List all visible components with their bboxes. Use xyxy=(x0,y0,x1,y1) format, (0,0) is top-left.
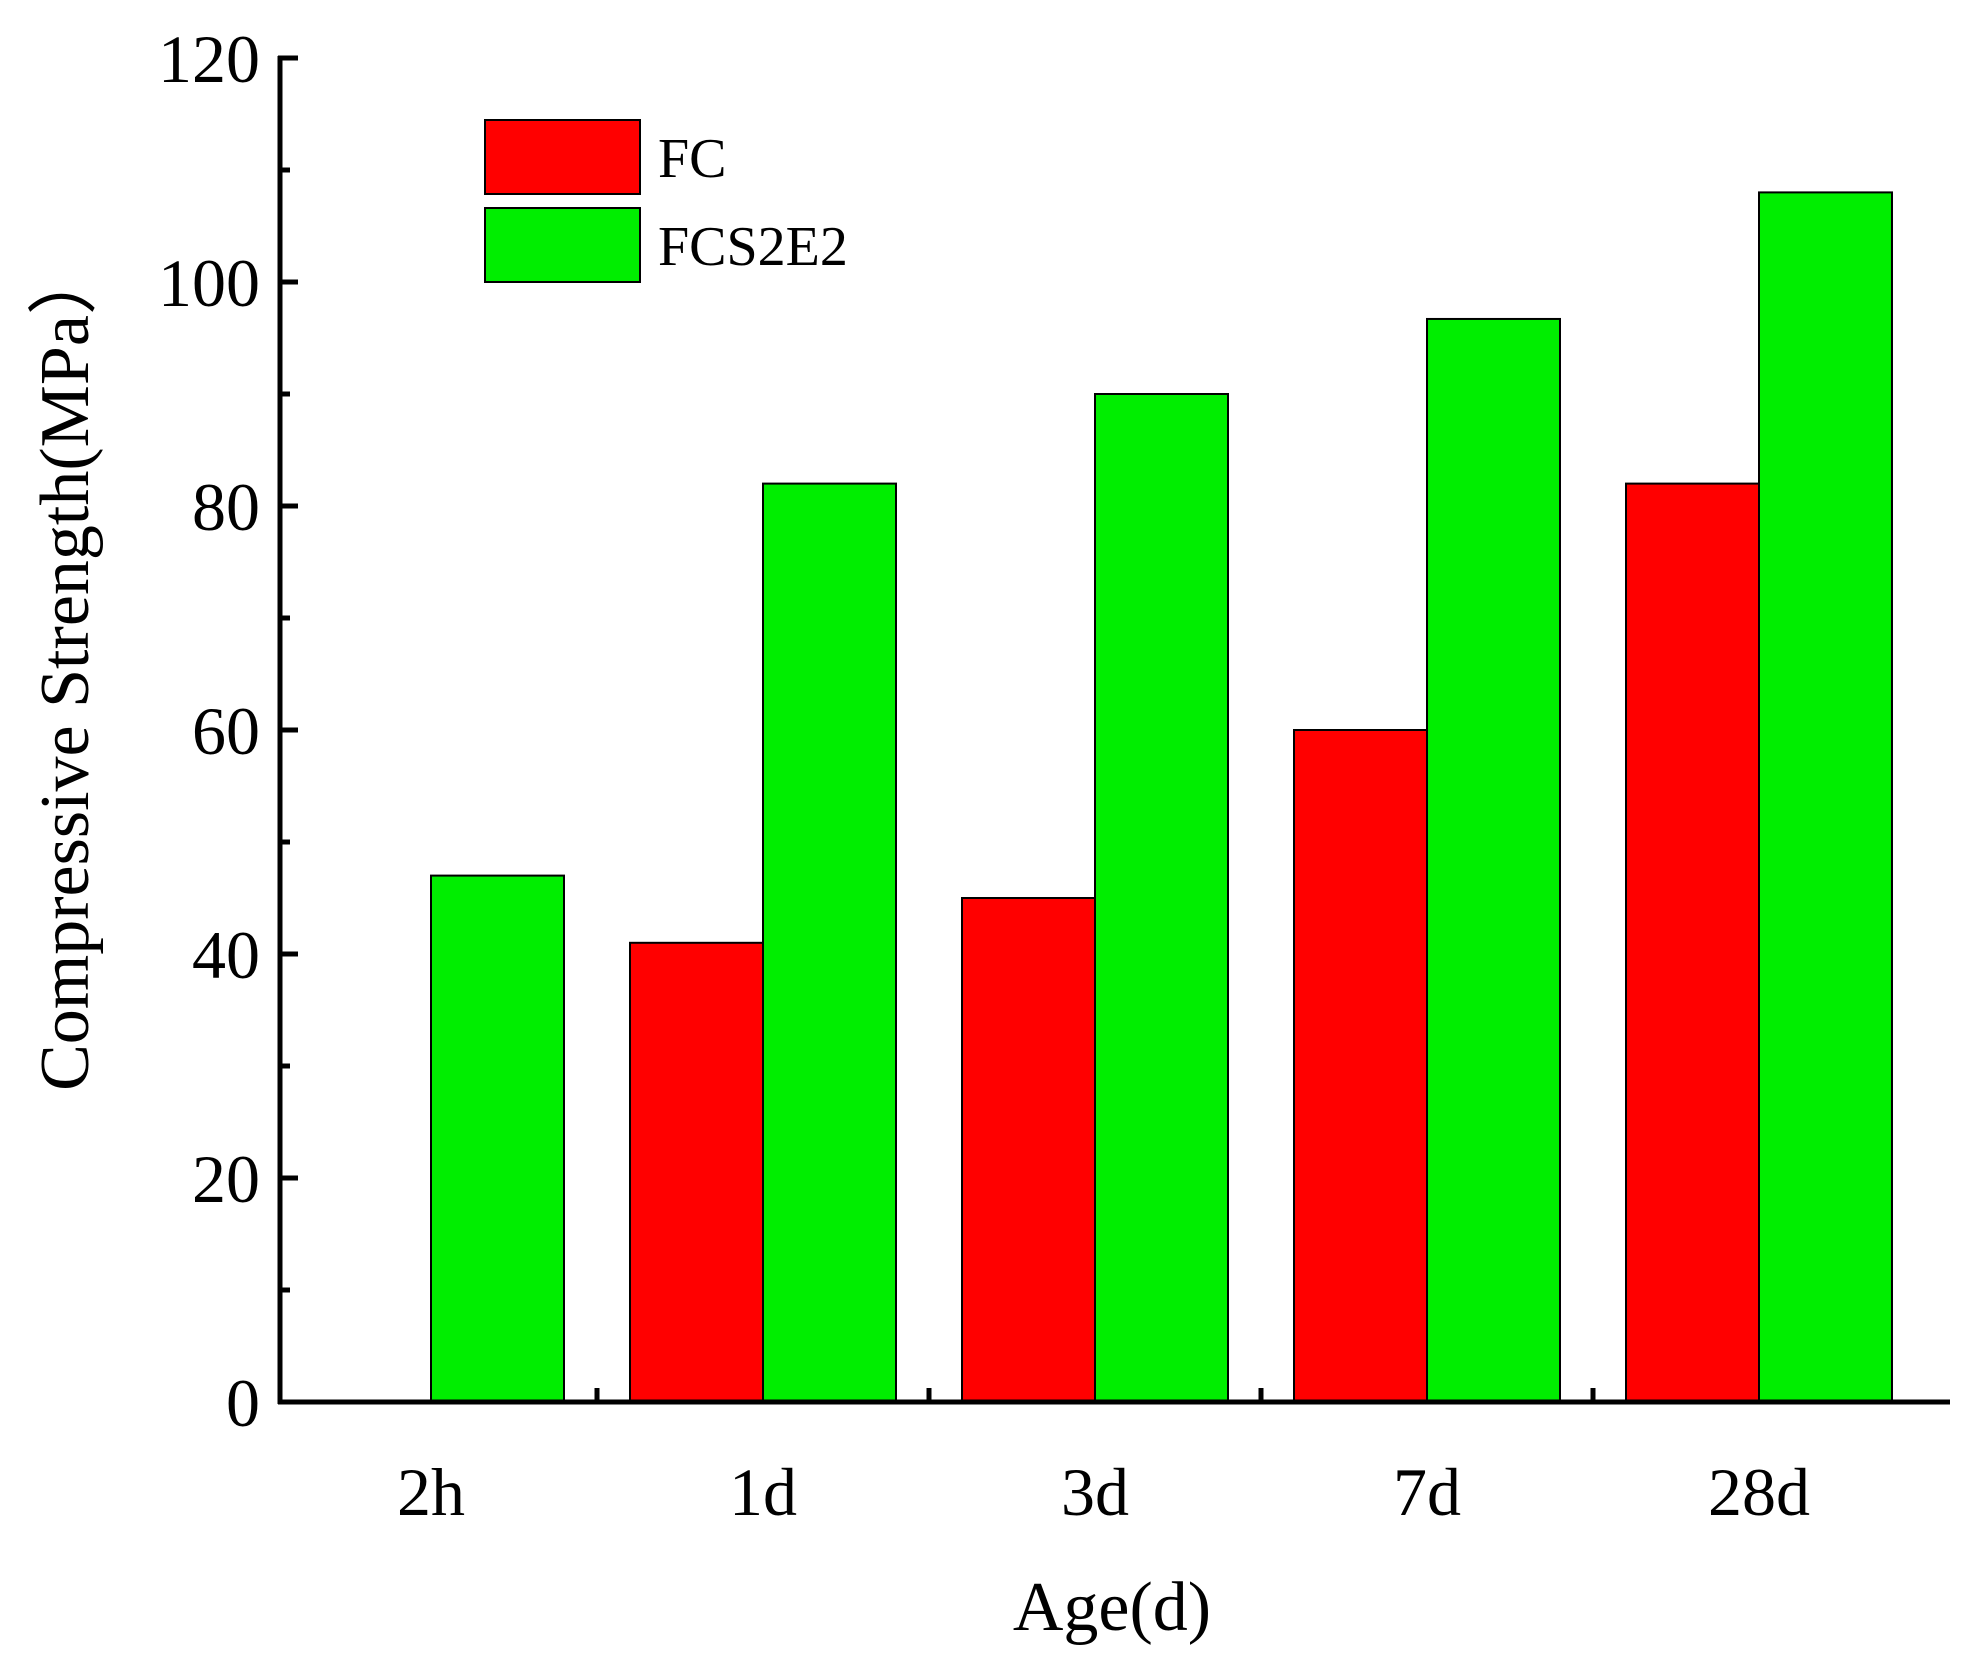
bar-fcs2e2-7d xyxy=(1426,317,1561,1404)
bar-fcs2e2-2h xyxy=(430,874,565,1403)
bar-fc-3d xyxy=(961,897,1096,1403)
plot-area: 0 20 40 60 80 100 120 2h 1d 3d 7d 28d xyxy=(158,21,1950,1530)
legend-swatch-fc xyxy=(484,119,641,195)
y-tick-label: 60 xyxy=(192,693,260,769)
bar-fcs2e2-1d xyxy=(762,482,897,1404)
y-axis-title: Compressive Strength(MPa） xyxy=(27,245,104,1091)
bar-fcs2e2-3d xyxy=(1094,393,1229,1403)
y-axis-ticks: 0 20 40 60 80 100 120 xyxy=(158,21,298,1441)
legend-label-fcs2e2: FCS2E2 xyxy=(658,216,848,278)
bar-fc-28d xyxy=(1625,482,1760,1404)
bar-fc-7d xyxy=(1293,729,1428,1403)
x-tick-label: 3d xyxy=(1061,1454,1129,1530)
legend-label-fc: FC xyxy=(658,128,727,190)
x-tick-label: 2h xyxy=(397,1454,465,1530)
x-axis-ticks: 2h 1d 3d 7d 28d xyxy=(397,1388,1810,1530)
y-tick-label: 0 xyxy=(226,1365,260,1441)
legend: FC FCS2E2 xyxy=(484,119,848,283)
x-tick-label: 1d xyxy=(729,1454,797,1530)
y-tick-label: 40 xyxy=(192,917,260,993)
x-axis-title: Age(d) xyxy=(1013,1569,1211,1646)
bar-fcs2e2-28d xyxy=(1758,191,1893,1403)
legend-swatch-fcs2e2 xyxy=(484,207,641,283)
bar-fc-1d xyxy=(629,941,764,1403)
x-tick-label: 28d xyxy=(1708,1454,1810,1530)
x-tick-label: 7d xyxy=(1393,1454,1461,1530)
y-tick-label: 120 xyxy=(158,21,260,97)
y-tick-label: 20 xyxy=(192,1141,260,1217)
y-tick-label: 100 xyxy=(158,245,260,321)
y-tick-label: 80 xyxy=(192,469,260,545)
bars-group xyxy=(430,191,1893,1404)
